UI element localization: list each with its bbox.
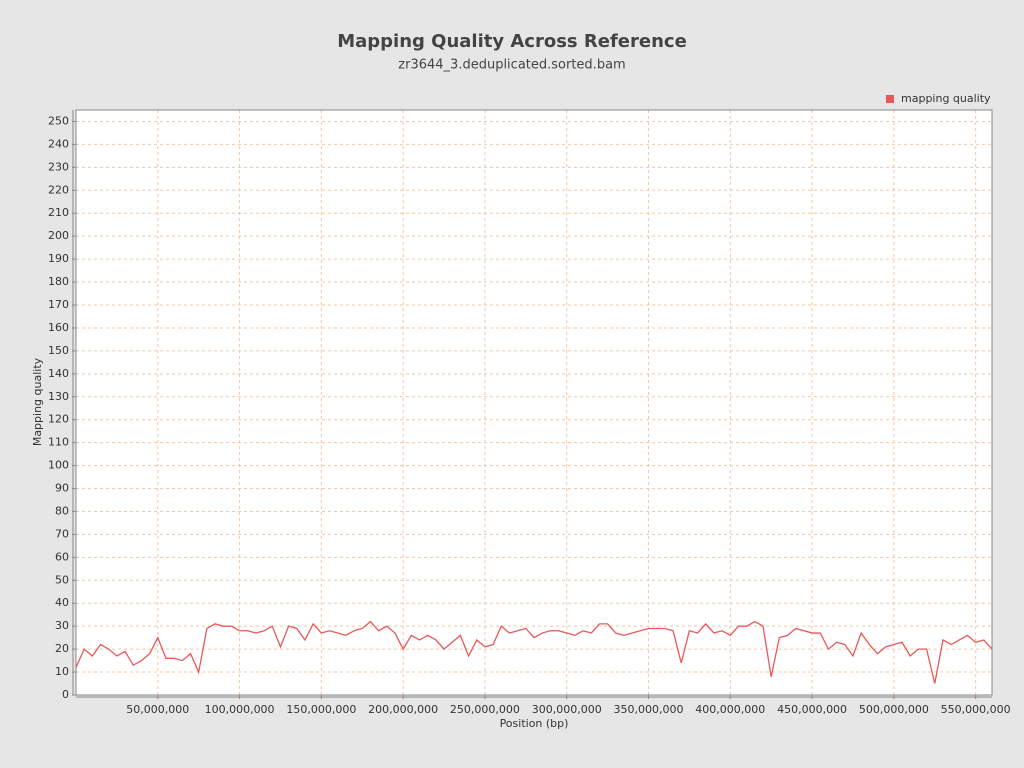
x-tick-label: 100,000,000 (205, 703, 275, 716)
y-tick-label: 120 (48, 413, 69, 426)
y-tick-label: 230 (48, 160, 69, 173)
y-tick-label: 150 (48, 344, 69, 357)
y-axis-label: Mapping quality (31, 357, 44, 446)
y-tick-label: 30 (55, 619, 69, 632)
y-tick-label: 90 (55, 482, 69, 495)
x-tick-label: 250,000,000 (450, 703, 520, 716)
data-line (75, 620, 993, 684)
y-tick-label: 40 (55, 596, 69, 609)
x-tick-label: 150,000,000 (286, 703, 356, 716)
y-tick-label: 180 (48, 275, 69, 288)
y-tick-label: 100 (48, 459, 69, 472)
y-tick-label: 170 (48, 298, 69, 311)
y-tick-label: 160 (48, 321, 69, 334)
legend-swatch (886, 95, 894, 103)
chart-subtitle: zr3644_3.deduplicated.sorted.bam (398, 58, 625, 73)
legend-label: mapping quality (901, 92, 991, 105)
y-tick-label: 70 (55, 527, 69, 540)
y-tick-label: 250 (48, 114, 69, 127)
y-tick-label: 200 (48, 229, 69, 242)
x-axis-label: Position (bp) (500, 717, 569, 730)
y-tick-label: 20 (55, 642, 69, 655)
y-tick-label: 130 (48, 390, 69, 403)
x-tick-label: 50,000,000 (126, 703, 189, 716)
x-tick-label: 550,000,000 (941, 703, 1011, 716)
plot-area (76, 110, 992, 695)
x-tick-label: 450,000,000 (777, 703, 847, 716)
y-tick-label: 110 (48, 436, 69, 449)
y-tick-label: 220 (48, 183, 69, 196)
y-tick-label: 190 (48, 252, 69, 265)
y-tick-label: 10 (55, 665, 69, 678)
y-tick-label: 210 (48, 206, 69, 219)
y-tick-label: 0 (62, 688, 69, 701)
x-tick-label: 500,000,000 (859, 703, 929, 716)
y-tick-label: 80 (55, 504, 69, 517)
x-tick-label: 300,000,000 (532, 703, 602, 716)
y-tick-label: 240 (48, 137, 69, 150)
x-tick-label: 400,000,000 (695, 703, 765, 716)
plot-border (75, 109, 993, 696)
chart-title: Mapping Quality Across Reference (337, 31, 687, 52)
y-tick-label: 60 (55, 550, 69, 563)
x-tick-label: 200,000,000 (368, 703, 438, 716)
y-tick-label: 50 (55, 573, 69, 586)
y-tick-label: 140 (48, 367, 69, 380)
x-tick-label: 350,000,000 (614, 703, 684, 716)
